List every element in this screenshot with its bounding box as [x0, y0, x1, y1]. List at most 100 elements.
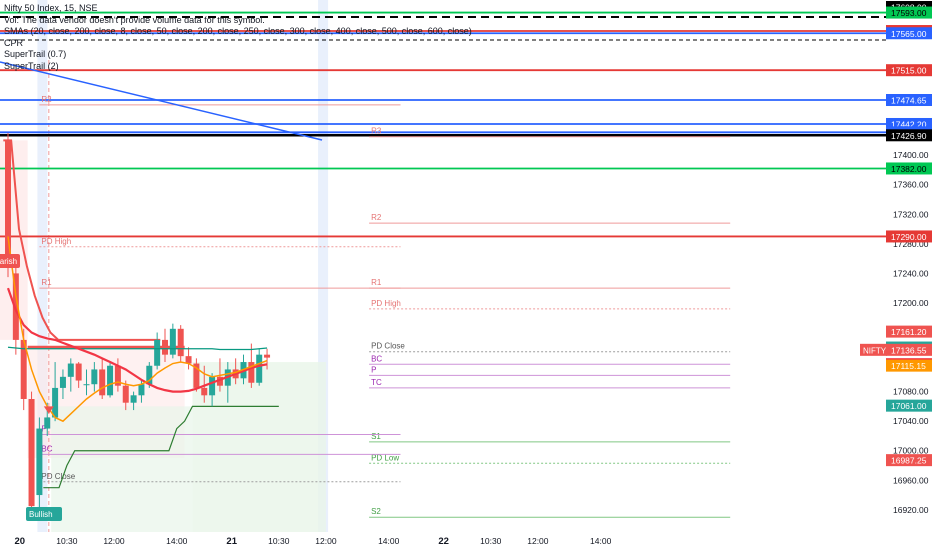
price-tag — [886, 325, 932, 338]
supertrend-bearish — [3, 139, 161, 341]
candle-body — [107, 365, 114, 396]
price-tag-label: 17115.15 — [891, 361, 926, 371]
candle-body — [216, 376, 223, 386]
cpr-level-label: R2 — [371, 213, 382, 222]
trend-line — [0, 61, 323, 141]
candle-body — [59, 376, 66, 388]
cpr-level-label: P — [41, 424, 46, 433]
price-tick-label: 17080.00 — [893, 387, 929, 397]
chart-background — [0, 0, 329, 532]
candle-body — [5, 140, 11, 266]
cpr-level-label: P — [371, 365, 376, 374]
price-tag-label: 17565.00 — [891, 29, 927, 39]
price-tag-label: 17382.00 — [891, 164, 927, 174]
candle-body — [185, 356, 192, 364]
price-tag — [886, 162, 932, 175]
cpr-level-label: PD Close — [41, 472, 75, 481]
price-tag — [886, 230, 932, 243]
time-tick-label: 14:00 — [378, 536, 400, 546]
candle-body — [114, 365, 121, 386]
cpr-level-label: R2 — [41, 95, 52, 104]
price-axis: 16920.00 16960.00 17000.00 17040.00 17080.00… — [860, 0, 932, 550]
price-tag-label: 17515.00 — [891, 66, 927, 76]
time-tick-label: 22 — [438, 536, 449, 547]
candle-body — [12, 273, 19, 340]
candle-body — [248, 362, 255, 383]
price-tag-label: 17593.00 — [891, 8, 927, 18]
time-tick-label: 14:00 — [590, 536, 612, 546]
price-tag-label: 17136.55 — [891, 345, 927, 355]
candle-body — [162, 339, 168, 355]
cpr-levels: R3 R2 R1 PD High PD Close BC P TC S1 PD Low S2 R2 PD… — [39, 95, 731, 518]
price-tag — [886, 343, 932, 356]
cpr-level-label: S2 — [371, 507, 381, 516]
price-tick-label: 17240.00 — [893, 268, 929, 278]
time-tick-label: 12:00 — [315, 536, 337, 546]
price-tick-label: 16920.00 — [893, 505, 929, 515]
candle-body — [28, 399, 35, 507]
price-tick-label: 17040.00 — [893, 416, 929, 426]
candle-body — [264, 354, 271, 358]
cpr-level-label: TC — [371, 378, 382, 387]
price-tag — [886, 6, 932, 19]
bullish-badge-label: Bullish — [29, 510, 53, 519]
candle-body — [138, 384, 145, 396]
price-tick-label: 17400.00 — [893, 150, 929, 160]
price-tick-label: 17320.00 — [893, 209, 929, 219]
price-tag — [886, 399, 932, 412]
bullish-zone — [51, 406, 193, 532]
price-tag — [886, 27, 932, 40]
price-tag-label: 17442.20 — [891, 119, 927, 129]
supertrend-bullish — [43, 405, 279, 489]
sma-orange-line — [7, 236, 268, 423]
cpr-level-label: S1 — [371, 432, 381, 441]
candle-body — [177, 328, 184, 357]
candle-body — [122, 385, 129, 403]
price-tag-label: 16987.25 — [891, 456, 927, 466]
candle-body — [201, 387, 208, 396]
price-tag-label: 17161.20 — [891, 327, 927, 337]
session-band — [37, 0, 48, 532]
candle-body — [44, 417, 51, 429]
cpr-level-label: PD High — [371, 299, 401, 308]
price-tick-label: 17360.00 — [893, 180, 929, 190]
price-tag — [886, 454, 932, 467]
symbol-badge — [860, 343, 887, 356]
candle-body — [193, 363, 200, 388]
candle-body — [52, 387, 59, 418]
candle-body — [20, 339, 27, 399]
candle-body — [75, 363, 82, 381]
candle-body — [130, 395, 137, 403]
time-tick-label: 12:00 — [527, 536, 549, 546]
time-tick-label: 20 — [14, 536, 25, 547]
candle-body — [36, 428, 43, 496]
price-tag — [886, 94, 932, 107]
sma-red-line — [6, 287, 268, 393]
candle-body — [154, 339, 161, 366]
candle-body — [91, 369, 98, 385]
moving-averages — [6, 236, 268, 423]
cpr-level-label: PD Low — [371, 453, 399, 462]
bearish-badge — [0, 254, 20, 268]
price-tag-label: 17290.00 — [891, 232, 927, 242]
cpr-level-label: BC — [371, 354, 382, 363]
time-tick-label: 12:00 — [103, 536, 125, 546]
sma-teal-line — [7, 346, 268, 351]
cpr-level-label: R3 — [371, 127, 382, 136]
price-tag-label: 17426.90 — [891, 131, 927, 141]
price-tag — [886, 359, 932, 372]
time-tick-label: 10:30 — [480, 536, 502, 546]
symbol-badge-label: NIFTY — [863, 346, 887, 355]
candle-body — [83, 384, 90, 386]
signal-markers: Bearish Bullish — [0, 254, 62, 521]
price-tag — [886, 129, 932, 142]
candle-body — [99, 369, 106, 396]
price-tag-label: 17061.00 — [891, 401, 927, 411]
cpr-level-label: PD Close — [371, 342, 405, 351]
time-axis: 20 10:30 12:00 14:00 21 10:30 12:00 14:00 22 10:3… — [14, 536, 611, 547]
session-band — [318, 0, 329, 532]
time-tick-label: 10:30 — [268, 536, 290, 546]
candle-body — [146, 365, 153, 385]
cpr-level-label: PD High — [41, 237, 71, 246]
